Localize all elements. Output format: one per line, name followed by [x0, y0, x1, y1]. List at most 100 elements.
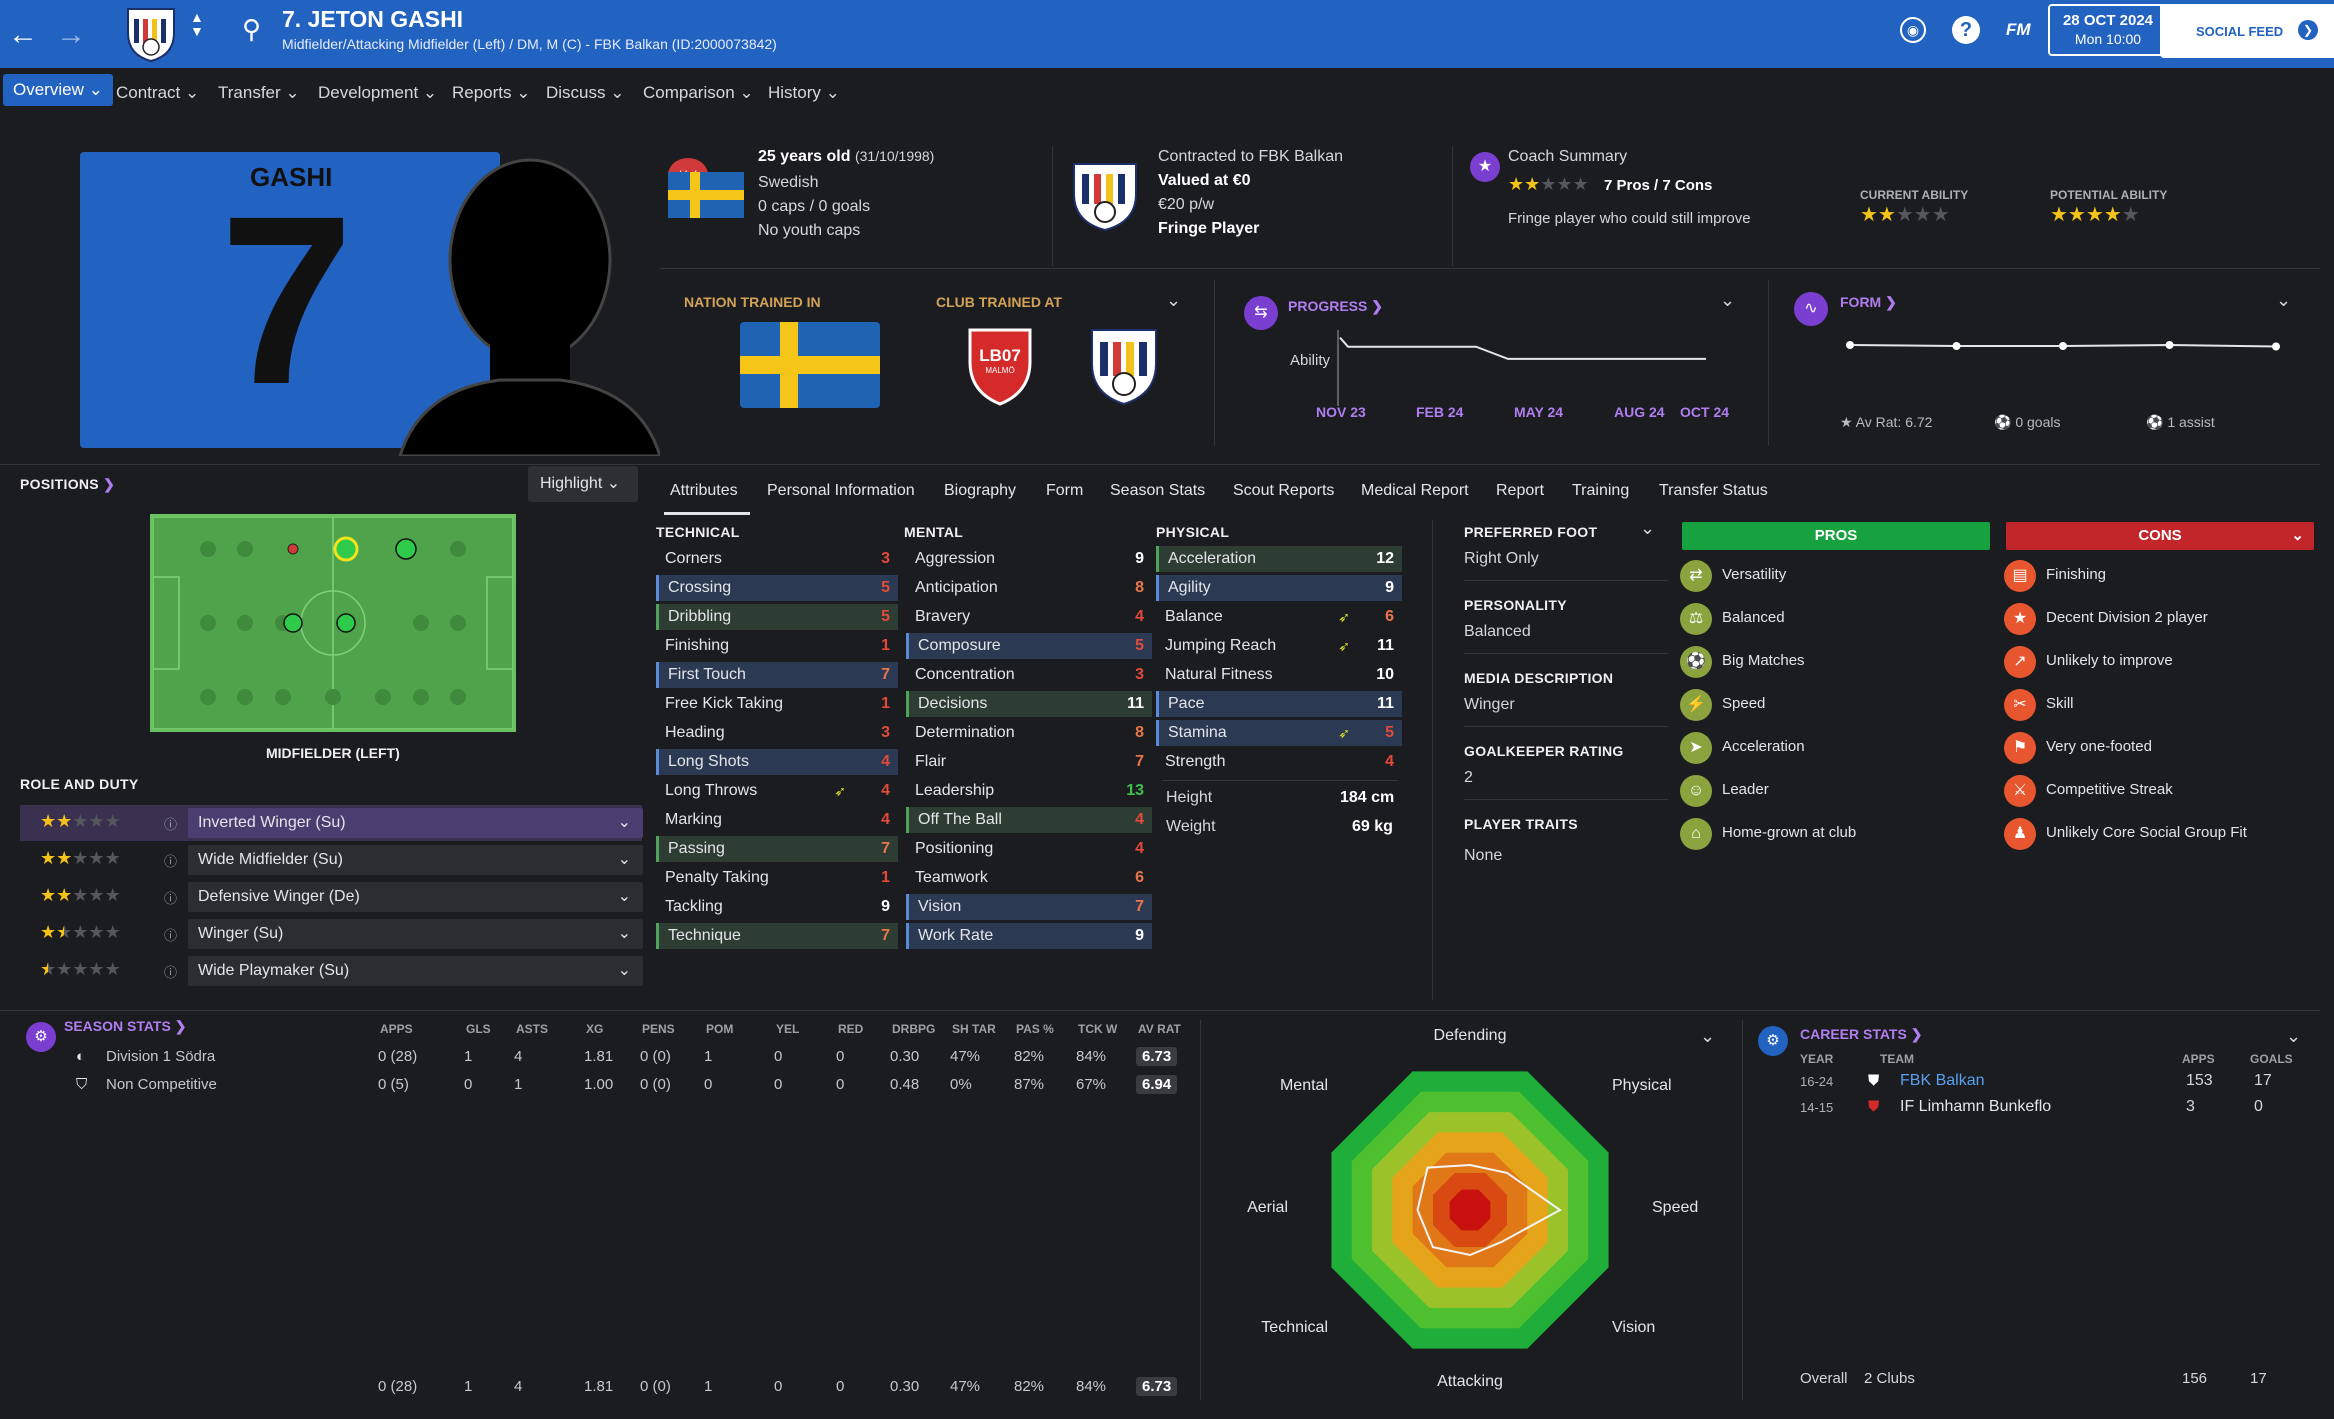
role-dropdown[interactable]: Winger (Su) ⌄ — [188, 919, 643, 949]
role-stars: ★★★★★ — [40, 959, 121, 979]
trend-arrow-icon: ➶ — [1338, 638, 1350, 654]
tab-reports[interactable]: Reports ⌄ — [452, 83, 531, 102]
pro-label: Leader — [1722, 781, 1769, 798]
subtab-season-stats[interactable]: Season Stats — [1110, 482, 1206, 499]
stat-value-text: 0 — [836, 1048, 845, 1065]
tab-contract[interactable]: Contract ⌄ — [116, 83, 200, 102]
form-point[interactable] — [2272, 342, 2280, 351]
chevron-down-icon[interactable]: ⌄ — [1700, 1026, 1716, 1046]
competition-icon: ⛉ — [76, 1076, 88, 1093]
squad-status: Fringe Player — [1158, 220, 1260, 237]
season-stats-link[interactable]: SEASON STATS ❯ — [64, 1018, 187, 1034]
subtab-report[interactable]: Report — [1496, 482, 1545, 499]
attribute-name: Work Rate — [918, 927, 994, 944]
role-dropdown[interactable]: Wide Midfielder (Su) ⌄ — [188, 845, 643, 875]
form-point[interactable] — [1952, 342, 1961, 350]
page-subtitle: Midfielder/Attacking Midfielder (Left) /… — [282, 36, 777, 52]
career-team[interactable]: IF Limhamn Bunkeflo — [1900, 1098, 2052, 1115]
sort-arrows-icon[interactable]: ▲ ▼ — [190, 9, 204, 39]
info-icon[interactable]: ⓘ — [164, 891, 178, 906]
stat-value-text: 82% — [1014, 1378, 1045, 1395]
personality-value: Balanced — [1464, 623, 1531, 640]
career-stats-link[interactable]: CAREER STATS ❯ — [1800, 1026, 1923, 1042]
physical-divider — [1162, 780, 1398, 781]
competition-name: Division 1 Södra — [106, 1048, 216, 1065]
date-box[interactable]: 28 OCT 2024 Mon 10:00 — [2048, 4, 2168, 56]
goalkeeper-rating-label: GOALKEEPER RATING — [1464, 743, 1624, 759]
progress-link[interactable]: PROGRESS ❯ — [1288, 298, 1383, 314]
season-stat-value: 47% — [950, 1048, 980, 1065]
coach-stars: ★★★★★ — [1508, 174, 1589, 194]
stat-value-text: 6.73 — [1136, 1047, 1178, 1066]
subtab-attributes[interactable]: Attributes — [670, 482, 738, 499]
chevron-down-icon: ⌄ — [617, 925, 631, 942]
tab-comparison[interactable]: Comparison ⌄ — [643, 83, 754, 102]
season-stat-value: 1.81 — [584, 1048, 613, 1065]
attribute-row: First Touch 7 — [656, 662, 898, 688]
limhamn-crest: LB07 MALMÖ — [966, 322, 1034, 406]
chevron-down-icon[interactable]: ⌄ — [1640, 518, 1656, 538]
subtab-training[interactable]: Training — [1572, 482, 1630, 499]
social-feed-button[interactable]: SOCIAL FEED ❯ — [2160, 4, 2334, 58]
back-icon[interactable]: ← — [8, 18, 38, 51]
help-icon[interactable]: ? — [1952, 16, 1980, 44]
network-icon[interactable]: ◉ — [1900, 17, 1926, 43]
tab-history[interactable]: History ⌄ — [768, 83, 840, 102]
stat-value-text: 0 — [774, 1076, 783, 1093]
goalkeeper-rating-value: 2 — [1464, 769, 1473, 786]
subtab-scout-reports[interactable]: Scout Reports — [1233, 482, 1335, 499]
search-icon[interactable]: ⚲ — [242, 14, 262, 44]
form-point[interactable] — [2165, 341, 2174, 349]
tab-overview[interactable]: Overview ⌄ — [3, 74, 113, 106]
attribute-radar: Defending Physical Speed Vision Attacking Tec… — [1247, 1027, 1698, 1390]
role-dropdown[interactable]: Wide Playmaker (Su) ⌄ — [188, 956, 643, 986]
attribute-name: Jumping Reach — [1165, 637, 1277, 654]
chevron-down-icon[interactable]: ⌄ — [1720, 290, 1736, 310]
subtab-personal-information[interactable]: Personal Information — [767, 482, 915, 499]
stat-value-text: 0.48 — [890, 1076, 920, 1093]
attribute-row: Leadership 13 — [906, 778, 1152, 804]
stat-value-text: 1 — [464, 1378, 473, 1395]
technical-label: TECHNICAL — [656, 524, 740, 540]
highlight-dropdown[interactable]: Highlight ⌄ — [528, 466, 638, 502]
season-total-value: 0 — [836, 1378, 844, 1395]
info-icon[interactable]: ⓘ — [164, 817, 178, 832]
role-name: Defensive Winger (De) — [198, 888, 360, 905]
pro-label: Home-grown at club — [1722, 824, 1857, 841]
attribute-name: Composure — [918, 637, 1001, 654]
radar-label: Aerial — [1247, 1199, 1288, 1216]
subtab-form[interactable]: Form — [1046, 482, 1084, 499]
form-link[interactable]: FORM ❯ — [1840, 294, 1897, 310]
pro-icon: ⚽ — [1680, 646, 1712, 678]
attribute-value: 6 — [1385, 608, 1394, 625]
form-point[interactable] — [1846, 341, 1854, 349]
fm-logo[interactable]: FM — [2006, 20, 2031, 39]
info-icon[interactable]: ⓘ — [164, 854, 178, 869]
attribute-name: Teamwork — [915, 869, 988, 886]
subtab-biography[interactable]: Biography — [944, 482, 1017, 499]
subtab-transfer-status[interactable]: Transfer Status — [1659, 482, 1768, 499]
cons-header[interactable]: CONS ⌄ — [2006, 522, 2314, 550]
info-icon[interactable]: ⓘ — [164, 928, 178, 943]
stat-value-text: 0 (0) — [640, 1378, 671, 1395]
positions-link[interactable]: POSITIONS ❯ — [20, 476, 116, 492]
attribute-name: Anticipation — [915, 579, 998, 596]
player-traits-label: PLAYER TRAITS — [1464, 816, 1578, 832]
career-team[interactable]: FBK Balkan — [1900, 1072, 1985, 1089]
chevron-down-icon[interactable]: ⌄ — [2286, 1026, 2302, 1046]
form-point[interactable] — [2059, 342, 2067, 350]
tab-transfer[interactable]: Transfer ⌄ — [218, 83, 300, 102]
subtab-medical-report[interactable]: Medical Report — [1361, 482, 1469, 499]
info-icon[interactable]: ⓘ — [164, 965, 178, 980]
role-dropdown[interactable]: Inverted Winger (Su) ⌄ — [188, 808, 643, 838]
role-dropdown[interactable]: Defensive Winger (De) ⌄ — [188, 882, 643, 912]
season-total-value: 84% — [1076, 1378, 1106, 1395]
season-stat-value: 0 — [704, 1076, 712, 1093]
pro-icon: ⚡ — [1680, 689, 1712, 721]
chevron-down-icon[interactable]: ⌄ — [2276, 290, 2292, 310]
forward-icon[interactable]: → — [56, 18, 86, 51]
tab-development[interactable]: Development ⌄ — [318, 83, 438, 102]
pro-label: Speed — [1722, 695, 1766, 712]
chevron-down-icon[interactable]: ⌄ — [1166, 290, 1182, 310]
tab-discuss[interactable]: Discuss ⌄ — [546, 83, 625, 102]
